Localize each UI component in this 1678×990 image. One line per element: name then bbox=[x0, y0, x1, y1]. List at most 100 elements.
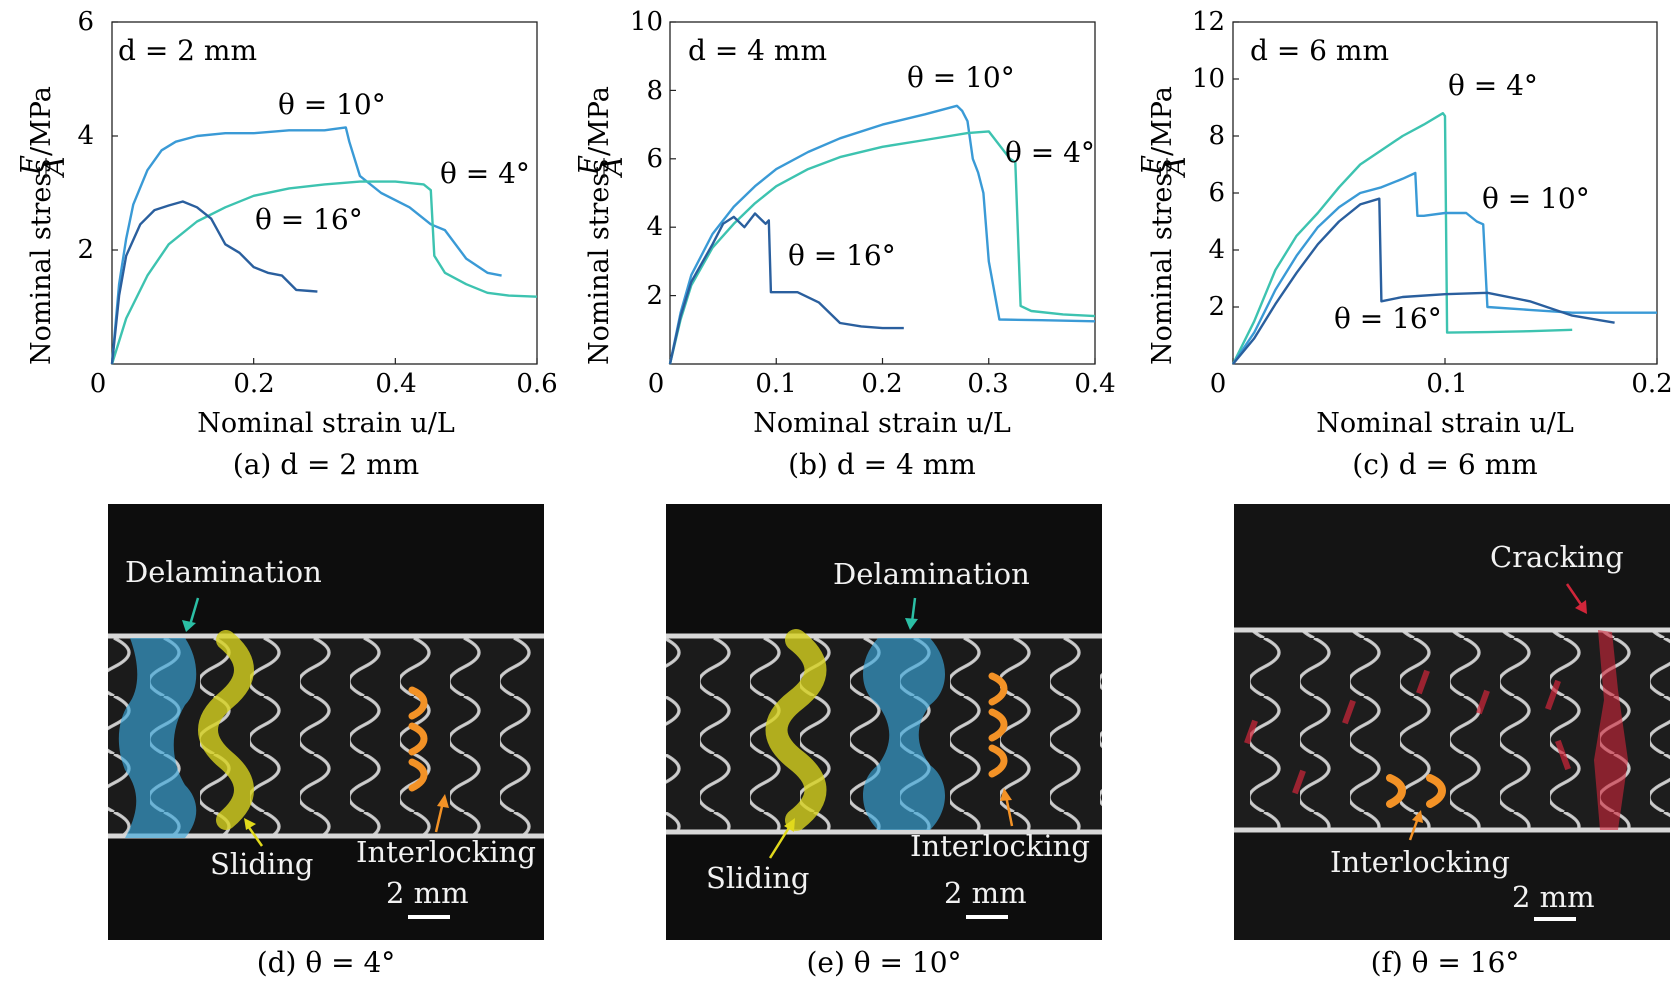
annotation-a-theta4: θ = 4° bbox=[440, 157, 530, 190]
inset-label-a: d = 2 mm bbox=[118, 34, 257, 67]
ylabel-c-prefix: Nominal stress bbox=[1147, 159, 1178, 365]
photo-f: Cracking Interlocking 2 mm (f) θ = 16° bbox=[1234, 504, 1670, 979]
ylabel-a-den: A bbox=[40, 157, 71, 180]
ytick-c-4: 4 bbox=[1208, 235, 1225, 265]
interlocking-highlight-e bbox=[988, 672, 1008, 778]
series-line-10deg bbox=[1232, 171, 1657, 365]
label-interlocking-d: Interlocking bbox=[356, 835, 536, 869]
ylabel-b: Nominal stress F A /MPa bbox=[574, 86, 629, 365]
ytick-b-10: 10 bbox=[630, 7, 663, 37]
delamination-highlight-e bbox=[863, 638, 945, 830]
ytick-c-2: 2 bbox=[1208, 292, 1225, 322]
ylabel-b-den: A bbox=[598, 157, 629, 180]
xtick-c-0.2: 0.2 bbox=[1631, 369, 1672, 399]
ylabel-c-num: F bbox=[1137, 155, 1168, 176]
annotation-c-theta16: θ = 16° bbox=[1334, 302, 1442, 335]
photo-d: Delamination Sliding Interlocking 2 mm (… bbox=[108, 504, 544, 979]
annotation-c-theta10: θ = 10° bbox=[1482, 182, 1590, 215]
ylabel-b-suffix: /MPa bbox=[584, 86, 615, 156]
xtick-b-0.3: 0.3 bbox=[967, 369, 1008, 399]
series-line-4deg bbox=[1231, 111, 1573, 365]
xlabel-b: Nominal strain u/L bbox=[753, 408, 1011, 439]
interlocking-highlight-f bbox=[1386, 774, 1446, 808]
scale-bar-label-e: 2 mm bbox=[944, 876, 1027, 910]
series-line-16deg bbox=[110, 200, 318, 365]
panel-c: 12 10 8 6 4 2 0 0.1 0.2 d = 6 mm θ = 4° … bbox=[1137, 7, 1673, 481]
ylabel-a-suffix: /MPa bbox=[26, 86, 57, 156]
xtick-b-0: 0 bbox=[648, 369, 665, 399]
sliding-highlight bbox=[198, 630, 254, 830]
ylabel-c: Nominal stress F A /MPa bbox=[1137, 86, 1192, 365]
label-delamination-d: Delamination bbox=[125, 555, 322, 589]
ylabel-a: Nominal stress F A /MPa bbox=[16, 86, 71, 365]
sliding-highlight-e bbox=[765, 629, 827, 831]
series-line-16deg bbox=[1232, 197, 1615, 365]
panel-b: 10 8 6 4 2 0 0.1 0.2 0.3 0.4 d = 4 mm θ … bbox=[574, 7, 1116, 481]
xlabel-c: Nominal strain u/L bbox=[1316, 408, 1574, 439]
ylabel-a-prefix: Nominal stress bbox=[26, 159, 57, 365]
annotation-a-theta16: θ = 16° bbox=[255, 203, 363, 236]
ytick-b-2: 2 bbox=[646, 281, 663, 311]
ytick-c-12: 12 bbox=[1192, 7, 1225, 37]
crack-marks bbox=[1244, 669, 1571, 795]
ytick-b-4: 4 bbox=[646, 212, 663, 242]
annotation-c-theta4: θ = 4° bbox=[1448, 69, 1538, 102]
ytick-b-6: 6 bbox=[646, 144, 663, 174]
label-sliding-d: Sliding bbox=[210, 847, 314, 881]
caption-f: (f) θ = 16° bbox=[1371, 946, 1520, 979]
series-line-4deg bbox=[668, 130, 1096, 365]
ylabel-c-den: A bbox=[1161, 157, 1192, 180]
photo-e: Delamination Sliding Interlocking 2 mm (… bbox=[666, 504, 1102, 979]
xtick-b-0.4: 0.4 bbox=[1074, 369, 1115, 399]
cracking-highlight bbox=[1594, 630, 1628, 830]
scale-bar-f bbox=[1534, 917, 1576, 921]
scale-bar-d bbox=[408, 915, 450, 919]
xtick-a-0.2: 0.2 bbox=[233, 369, 274, 399]
xtick-b-0.1: 0.1 bbox=[755, 369, 796, 399]
plot-area-a bbox=[110, 21, 538, 365]
inset-label-b: d = 4 mm bbox=[688, 34, 827, 67]
ylabel-b-prefix: Nominal stress bbox=[584, 159, 615, 365]
caption-c: (c) d = 6 mm bbox=[1352, 448, 1537, 481]
annotation-b-theta16: θ = 16° bbox=[788, 239, 896, 272]
interlocking-highlight bbox=[408, 686, 428, 792]
label-interlocking-e: Interlocking bbox=[910, 829, 1090, 863]
xtick-a-0.6: 0.6 bbox=[516, 369, 557, 399]
label-sliding-e: Sliding bbox=[706, 861, 810, 895]
label-delamination-e: Delamination bbox=[833, 557, 1030, 591]
xlabel-a: Nominal strain u/L bbox=[197, 408, 455, 439]
label-interlocking-f: Interlocking bbox=[1330, 845, 1510, 879]
plot-area-b bbox=[668, 21, 1096, 365]
ytick-a-6: 6 bbox=[77, 7, 94, 37]
series-line-10deg bbox=[668, 104, 1096, 365]
scale-bar-e bbox=[966, 915, 1008, 919]
xtick-b-0.2: 0.2 bbox=[861, 369, 902, 399]
series-line-10deg bbox=[110, 126, 502, 365]
xtick-c-0: 0 bbox=[1210, 369, 1227, 399]
xtick-c-0.1: 0.1 bbox=[1426, 369, 1467, 399]
caption-d: (d) θ = 4° bbox=[257, 946, 396, 979]
caption-a: (a) d = 2 mm bbox=[233, 448, 419, 481]
ylabel-c-suffix: /MPa bbox=[1147, 86, 1178, 156]
ytick-b-8: 8 bbox=[646, 76, 663, 106]
ytick-c-10: 10 bbox=[1192, 64, 1225, 94]
series-line-16deg bbox=[668, 212, 904, 365]
ytick-c-8: 8 bbox=[1208, 121, 1225, 151]
ylabel-a-num: F bbox=[16, 155, 47, 176]
ytick-a-2: 2 bbox=[77, 235, 94, 265]
annotation-a-theta10: θ = 10° bbox=[278, 88, 386, 121]
caption-b: (b) d = 4 mm bbox=[788, 448, 976, 481]
delamination-highlight bbox=[118, 638, 197, 838]
annotation-b-theta4: θ = 4° bbox=[1005, 136, 1095, 169]
series-line-4deg bbox=[110, 180, 538, 365]
scale-bar-label-d: 2 mm bbox=[386, 876, 469, 910]
scale-bar-label-f: 2 mm bbox=[1512, 880, 1595, 914]
inset-label-c: d = 6 mm bbox=[1250, 34, 1389, 67]
annotation-b-theta10: θ = 10° bbox=[907, 61, 1015, 94]
ylabel-b-num: F bbox=[574, 155, 605, 176]
xtick-a-0.4: 0.4 bbox=[375, 369, 416, 399]
ytick-c-6: 6 bbox=[1208, 178, 1225, 208]
label-cracking-f: Cracking bbox=[1490, 540, 1624, 574]
xtick-a-0: 0 bbox=[90, 369, 107, 399]
